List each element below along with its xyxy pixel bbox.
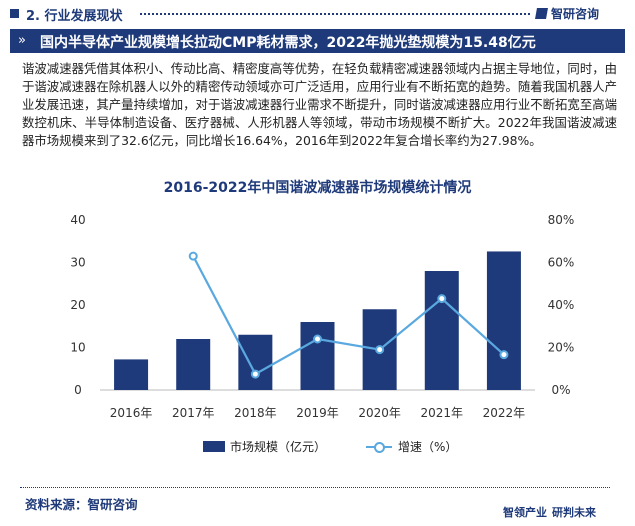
x-tick-5: 2021年 <box>421 406 464 420</box>
x-tick-4: 2020年 <box>358 406 401 420</box>
bar-2016年 <box>114 359 149 390</box>
chart-legend: 市场规模（亿元） 增速（%） <box>0 438 635 458</box>
legend-bar-swatch <box>203 441 225 452</box>
section-heading: 2. 行业发展现状 <box>26 9 123 24</box>
source-note: 资料来源：智研咨询 <box>25 497 138 512</box>
bar-2017年 <box>176 339 211 390</box>
chart-title: 2016-2022年中国谐波减速器市场规模统计情况 <box>163 180 472 196</box>
y-right-tick-3: 60% <box>548 256 575 270</box>
y-left-tick-4: 40 <box>70 213 85 227</box>
y-right-tick-0: 0% <box>551 383 570 397</box>
bar-2019年 <box>300 322 335 390</box>
legend-bar-label: 市场规模（亿元） <box>230 440 327 454</box>
x-tick-0: 2016年 <box>110 406 153 420</box>
legend-line-marker <box>374 442 385 453</box>
growth-point-2022年 <box>499 350 509 360</box>
footer-slogan-left: 智领产业 <box>503 506 547 519</box>
y-left-tick-3: 30 <box>70 256 85 270</box>
growth-point-2018年 <box>250 369 260 379</box>
top-bar: 2. 行业发展现状 智研咨询 <box>0 0 635 28</box>
growth-point-2020年 <box>375 345 385 355</box>
y-right-tick-1: 20% <box>548 341 575 355</box>
footer-dotted-rule <box>20 487 610 488</box>
x-tick-2: 2018年 <box>234 406 277 420</box>
brand-logo-text: 智研咨询 <box>551 7 600 21</box>
x-tick-6: 2022年 <box>483 406 526 420</box>
growth-line <box>192 255 505 376</box>
section-square-icon <box>10 9 19 18</box>
bar-2022年 <box>486 251 521 390</box>
y-right-tick-4: 80% <box>548 213 575 227</box>
double-chevron-icon: » <box>18 33 26 48</box>
y-left-tick-2: 20 <box>70 298 85 312</box>
growth-point-2019年 <box>313 334 322 344</box>
y-right-tick-2: 40% <box>548 298 575 312</box>
x-tick-3: 2019年 <box>296 406 339 420</box>
growth-point-2021年 <box>437 294 447 304</box>
body-paragraph: 谐波减速器凭借其体积小、传动比高、精密度高等优势，在轻负载精密减速器领域内占据主… <box>22 61 617 148</box>
legend-line-label: 增速（%） <box>398 440 458 454</box>
bar-2018年 <box>238 334 273 390</box>
footer-slogan: 智领产业 研判未来 <box>503 504 596 520</box>
x-tick-1: 2017年 <box>172 406 215 420</box>
brand-logo: 智研咨询 <box>535 5 600 22</box>
footer-slogan-right: 研判未来 <box>552 506 596 519</box>
header-dotted-rule <box>140 13 530 15</box>
headline-text: 国内半导体产业规模增长拉动CMP耗材需求，2022年抛光垫规模为15.48亿元 <box>40 35 536 51</box>
headline-banner: » 国内半导体产业规模增长拉动CMP耗材需求，2022年抛光垫规模为15.48亿… <box>10 29 625 53</box>
bar-2021年 <box>424 271 459 390</box>
y-left-tick-0: 0 <box>74 383 82 397</box>
growth-point-2017年 <box>188 251 198 261</box>
y-left-tick-1: 10 <box>70 341 85 355</box>
